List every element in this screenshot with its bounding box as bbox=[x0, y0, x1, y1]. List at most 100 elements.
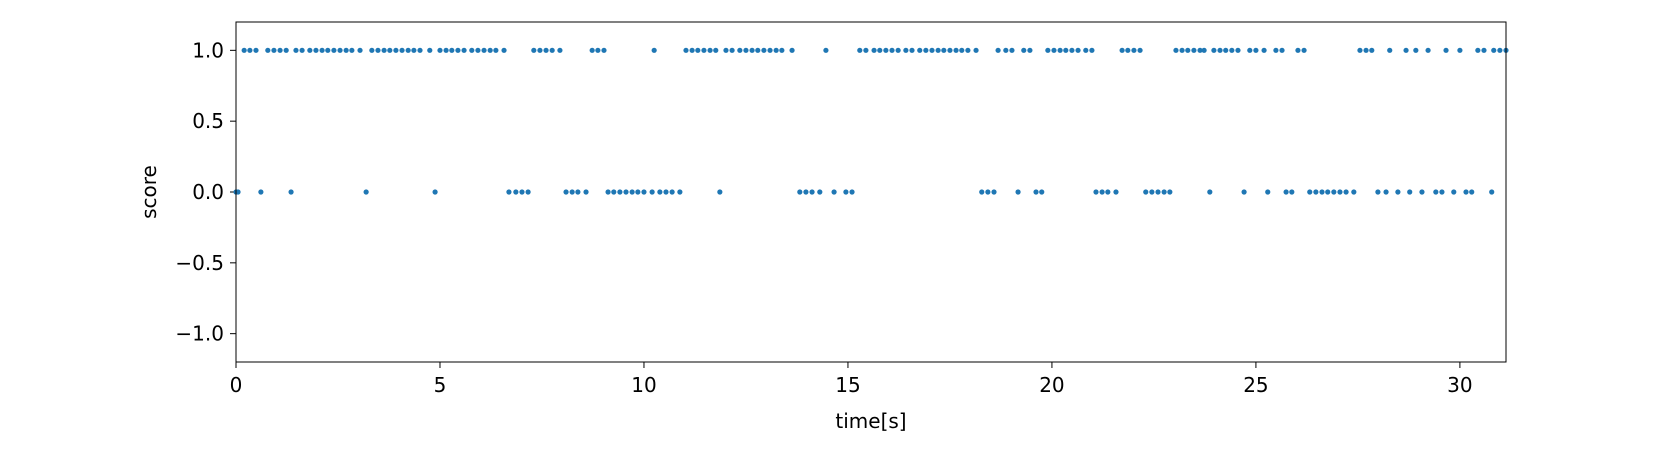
point bbox=[1439, 189, 1445, 195]
point bbox=[903, 47, 909, 53]
point bbox=[1099, 189, 1105, 195]
point bbox=[455, 47, 461, 53]
point bbox=[381, 47, 387, 53]
point bbox=[319, 47, 325, 53]
y-tick-label: 0.5 bbox=[192, 109, 224, 133]
x-axis-label: time[s] bbox=[835, 409, 906, 433]
point bbox=[399, 47, 405, 53]
point bbox=[417, 47, 423, 53]
point bbox=[493, 47, 499, 53]
x-tick-label: 10 bbox=[631, 373, 656, 397]
point bbox=[1425, 47, 1431, 53]
point bbox=[1149, 189, 1155, 195]
point bbox=[1489, 189, 1495, 195]
point bbox=[641, 189, 647, 195]
point bbox=[513, 189, 519, 195]
point bbox=[265, 47, 271, 53]
point bbox=[1337, 189, 1343, 195]
point bbox=[1331, 189, 1337, 195]
point bbox=[1261, 47, 1267, 53]
point bbox=[935, 47, 941, 53]
point bbox=[1229, 47, 1235, 53]
point bbox=[393, 47, 399, 53]
point bbox=[1497, 47, 1503, 53]
point bbox=[337, 47, 343, 53]
point bbox=[789, 47, 795, 53]
point bbox=[1363, 47, 1369, 53]
point bbox=[331, 47, 337, 53]
point bbox=[1241, 189, 1247, 195]
point bbox=[1173, 47, 1179, 53]
point bbox=[443, 47, 449, 53]
point bbox=[723, 47, 729, 53]
point bbox=[299, 47, 305, 53]
point bbox=[1137, 47, 1143, 53]
point bbox=[1413, 47, 1419, 53]
plot-frame bbox=[235, 21, 1507, 363]
x-tick-label: 25 bbox=[1243, 373, 1268, 397]
point bbox=[469, 47, 475, 53]
point bbox=[1301, 47, 1307, 53]
point bbox=[481, 47, 487, 53]
point bbox=[1027, 47, 1033, 53]
point bbox=[1003, 47, 1009, 53]
point bbox=[247, 47, 253, 53]
point bbox=[947, 47, 953, 53]
point bbox=[1155, 189, 1161, 195]
point bbox=[1045, 47, 1051, 53]
point bbox=[663, 189, 669, 195]
point bbox=[749, 47, 755, 53]
point bbox=[1325, 189, 1331, 195]
point bbox=[761, 47, 767, 53]
point bbox=[843, 189, 849, 195]
point bbox=[1057, 47, 1063, 53]
point bbox=[475, 47, 481, 53]
point bbox=[487, 47, 493, 53]
point bbox=[651, 47, 657, 53]
point bbox=[1273, 47, 1279, 53]
point bbox=[1075, 47, 1081, 53]
point bbox=[1463, 189, 1469, 195]
point bbox=[1105, 189, 1111, 195]
point bbox=[941, 47, 947, 53]
point bbox=[1313, 189, 1319, 195]
point bbox=[635, 189, 641, 195]
point bbox=[461, 47, 467, 53]
point bbox=[717, 189, 723, 195]
point bbox=[729, 47, 735, 53]
point bbox=[1223, 47, 1229, 53]
point bbox=[1343, 189, 1349, 195]
x-tick-label: 20 bbox=[1039, 373, 1064, 397]
point bbox=[1119, 47, 1125, 53]
point bbox=[1279, 47, 1285, 53]
point bbox=[1319, 189, 1325, 195]
point bbox=[1185, 47, 1191, 53]
point bbox=[427, 47, 433, 53]
point bbox=[1021, 47, 1027, 53]
point bbox=[506, 189, 512, 195]
point bbox=[823, 47, 829, 53]
point bbox=[1051, 47, 1057, 53]
point bbox=[767, 47, 773, 53]
point bbox=[343, 47, 349, 53]
point bbox=[258, 189, 264, 195]
point bbox=[1357, 47, 1363, 53]
x-tick-label: 0 bbox=[230, 373, 243, 397]
point bbox=[923, 47, 929, 53]
point bbox=[432, 189, 438, 195]
point bbox=[1481, 47, 1487, 53]
point bbox=[375, 47, 381, 53]
point bbox=[889, 47, 895, 53]
point bbox=[1443, 47, 1449, 53]
point bbox=[629, 189, 635, 195]
point bbox=[325, 47, 331, 53]
point bbox=[1369, 47, 1375, 53]
point bbox=[979, 189, 985, 195]
point bbox=[1451, 189, 1457, 195]
point bbox=[1407, 189, 1413, 195]
point bbox=[797, 189, 803, 195]
point bbox=[349, 47, 355, 53]
point bbox=[1403, 47, 1409, 53]
point bbox=[959, 47, 965, 53]
